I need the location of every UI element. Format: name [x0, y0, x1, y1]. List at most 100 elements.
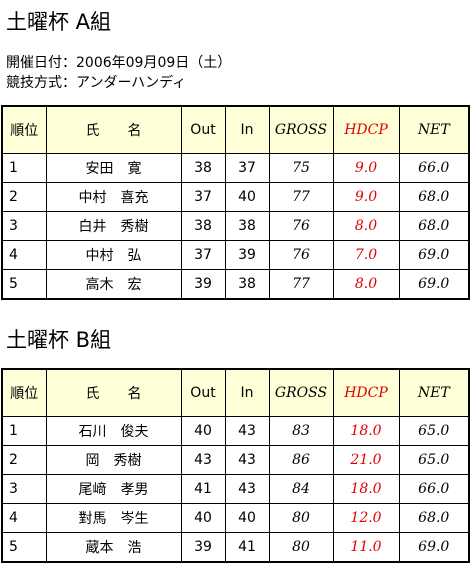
cell: 41	[180, 474, 226, 504]
cell: 蔵本 浩	[45, 532, 182, 563]
cell: 高木 宏	[45, 269, 182, 300]
data-row: 2 中村 喜充 37 40 77 9.0 68.0	[1, 182, 470, 212]
cell: 39	[180, 269, 226, 300]
cell: 38	[224, 269, 270, 300]
results-table: 順位氏 名 Out In GROSS HDCP NET 1 石川 俊夫 40 43 83 18.0 65…	[1, 368, 470, 563]
cell: 1	[1, 153, 47, 183]
cell: 66.0	[398, 153, 470, 183]
cell: 39	[180, 532, 226, 563]
cell: 白井 秀樹	[45, 211, 182, 241]
cell: 3	[1, 211, 47, 241]
data-row: 1 石川 俊夫 40 43 83 18.0 65.0	[1, 416, 470, 446]
cell: 69.0	[398, 532, 470, 563]
header-cell: HDCP	[332, 105, 400, 154]
cell: 40	[224, 503, 270, 533]
cell: 2	[1, 445, 47, 475]
header-row: 順位氏 名 Out In GROSS HDCP NET	[1, 368, 470, 417]
header-cell: Out	[180, 368, 226, 417]
data-row: 3 白井 秀樹 38 38 76 8.0 68.0	[1, 211, 470, 241]
cell: 37	[180, 240, 226, 270]
cell: 75	[268, 153, 334, 183]
data-row: 4 中村 弘 37 39 76 7.0 69.0	[1, 240, 470, 270]
cell: 2	[1, 182, 47, 212]
header-cell: In	[224, 105, 270, 154]
cell: 80	[268, 503, 334, 533]
cell: 38	[180, 211, 226, 241]
section-title: 土曜杯 B組	[6, 328, 112, 352]
cell: 84	[268, 474, 334, 504]
cell: 40	[180, 503, 226, 533]
cell: 65.0	[398, 445, 470, 475]
cell: 69.0	[398, 240, 470, 270]
header-cell: 氏 名	[45, 368, 182, 417]
data-row: 4 對馬 岑生 40 40 80 12.0 68.0	[1, 503, 470, 533]
cell: 11.0	[332, 532, 400, 563]
cell: 77	[268, 269, 334, 300]
cell: 80	[268, 532, 334, 563]
header-row: 順位氏 名 Out In GROSS HDCP NET	[1, 105, 470, 154]
cell: 18.0	[332, 416, 400, 446]
data-row: 1 安田 寛 38 37 75 9.0 66.0	[1, 153, 470, 183]
cell: 4	[1, 503, 47, 533]
cell: 37	[180, 182, 226, 212]
cell: 77	[268, 182, 334, 212]
cell: 76	[268, 211, 334, 241]
cell: 76	[268, 240, 334, 270]
cell: 18.0	[332, 474, 400, 504]
cell: 43	[224, 445, 270, 475]
header-cell: 順位	[1, 368, 47, 417]
header-cell: In	[224, 368, 270, 417]
cell: 66.0	[398, 474, 470, 504]
cell: 8.0	[332, 211, 400, 241]
cell: 8.0	[332, 269, 400, 300]
cell: 68.0	[398, 503, 470, 533]
cell: 石川 俊夫	[45, 416, 182, 446]
header-cell: 順位	[1, 105, 47, 154]
header-cell: NET	[398, 368, 470, 417]
results-table: 順位氏 名 Out In GROSS HDCP NET 1 安田 寛 38 37 75 9.0 66.0…	[1, 105, 470, 300]
header-cell: Out	[180, 105, 226, 154]
cell: 5	[1, 269, 47, 300]
cell: 41	[224, 532, 270, 563]
cell: 3	[1, 474, 47, 504]
cell: 40	[180, 416, 226, 446]
cell: 7.0	[332, 240, 400, 270]
cell: 中村 喜充	[45, 182, 182, 212]
cell: 21.0	[332, 445, 400, 475]
cell: 9.0	[332, 153, 400, 183]
cell: 86	[268, 445, 334, 475]
info-line: 開催日付：2006年09月09日（土）	[6, 55, 232, 71]
cell: 38	[224, 211, 270, 241]
header-cell: GROSS	[268, 368, 334, 417]
section-title: 土曜杯 A組	[6, 10, 112, 34]
cell: 68.0	[398, 211, 470, 241]
cell: 39	[224, 240, 270, 270]
cell: 65.0	[398, 416, 470, 446]
header-cell: GROSS	[268, 105, 334, 154]
cell: 對馬 岑生	[45, 503, 182, 533]
cell: 4	[1, 240, 47, 270]
cell: 岡 秀樹	[45, 445, 182, 475]
cell: 43	[224, 416, 270, 446]
cell: 12.0	[332, 503, 400, 533]
cell: 68.0	[398, 182, 470, 212]
header-cell: NET	[398, 105, 470, 154]
data-row: 3 尾﨑 孝男 41 43 84 18.0 66.0	[1, 474, 470, 504]
cell: 43	[224, 474, 270, 504]
cell: 69.0	[398, 269, 470, 300]
cell: 40	[224, 182, 270, 212]
cell: 83	[268, 416, 334, 446]
cell: 1	[1, 416, 47, 446]
cell: 37	[224, 153, 270, 183]
header-cell: HDCP	[332, 368, 400, 417]
cell: 43	[180, 445, 226, 475]
info-line: 競技方式：アンダーハンディ	[6, 75, 187, 91]
cell: 5	[1, 532, 47, 563]
data-row: 5 蔵本 浩 39 41 80 11.0 69.0	[1, 532, 470, 563]
cell: 38	[180, 153, 226, 183]
cell: 安田 寛	[45, 153, 182, 183]
cell: 中村 弘	[45, 240, 182, 270]
header-cell: 氏 名	[45, 105, 182, 154]
